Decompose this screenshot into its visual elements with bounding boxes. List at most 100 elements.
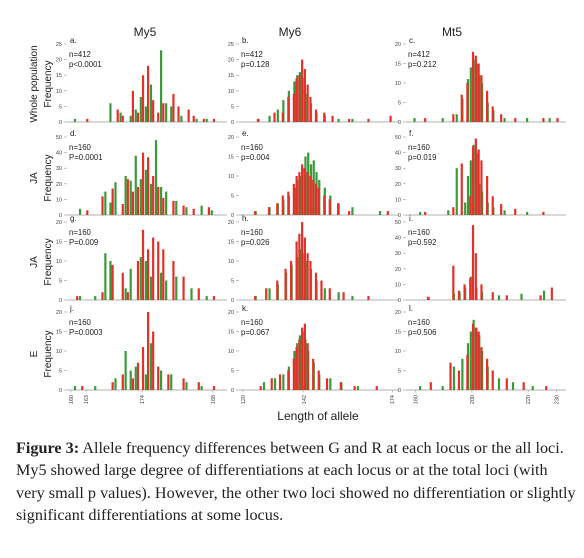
bar-r: [152, 237, 155, 300]
bar-r: [460, 94, 463, 122]
y-tick-label: 30: [395, 251, 401, 257]
bar-r: [212, 296, 216, 300]
bar-r: [348, 211, 351, 215]
bar-r: [111, 188, 114, 215]
bar-r: [152, 100, 155, 122]
y-tick-label: 15: [228, 73, 234, 79]
bar-r: [136, 112, 140, 122]
bar-r: [157, 112, 160, 122]
bar-g: [78, 208, 82, 215]
y-tick-label: 10: [56, 349, 62, 355]
bar-r: [522, 382, 525, 390]
panel-letter: l.: [409, 304, 413, 313]
y-tick-label: 0: [231, 388, 234, 394]
row-label-3a: JA: [29, 256, 40, 268]
bar-r: [306, 172, 309, 215]
panel-letter: h.: [242, 214, 249, 223]
bar-r: [491, 292, 494, 300]
x-tick-label: 230: [554, 395, 560, 404]
y-tick-label: 5: [231, 194, 234, 200]
panel-n: n=160: [69, 318, 92, 327]
bar-r: [136, 261, 140, 300]
bar-r: [514, 208, 517, 215]
bar-g: [351, 296, 354, 300]
bar-r: [303, 323, 306, 390]
bar-r: [452, 207, 455, 215]
bar-g: [129, 268, 132, 300]
bar-r: [197, 382, 200, 390]
bar-r: [141, 75, 145, 122]
bar-g: [149, 343, 153, 390]
panel-n: n=160: [69, 143, 92, 152]
bar-g: [165, 280, 168, 300]
row-label-1a: Whole population: [29, 45, 40, 122]
bar-g: [329, 378, 332, 390]
bar-r: [474, 138, 477, 215]
bar-r: [284, 268, 287, 300]
bar-r: [449, 362, 452, 390]
x-tick-label: 163: [84, 395, 90, 404]
row-label-4b: Frequency: [43, 330, 54, 377]
bar-g: [268, 115, 271, 122]
panel-p: p=0.026: [241, 238, 269, 247]
y-tick-label: 10: [56, 89, 62, 95]
bar-g: [73, 118, 77, 122]
y-tick-label: 0: [398, 298, 401, 304]
bar-r: [298, 339, 301, 390]
bar-r: [287, 191, 290, 215]
bar-r: [141, 152, 145, 215]
row-label-4a: E: [29, 350, 40, 357]
caption-text: Allele frequency differences between G a…: [16, 439, 576, 525]
bar-g: [447, 210, 450, 215]
bar-r: [328, 288, 331, 300]
bar-g: [180, 115, 183, 122]
bar-r: [172, 93, 175, 122]
bar-g: [119, 112, 122, 122]
y-tick-label: 15: [56, 330, 62, 336]
y-tick-label: 5: [231, 369, 234, 375]
y-tick-label: 30: [395, 166, 401, 172]
bar-r: [303, 68, 306, 122]
x-tick-label: 120: [241, 395, 247, 404]
bar-g: [526, 118, 529, 122]
bar-g: [114, 182, 117, 215]
bar-r: [317, 187, 320, 215]
bar-r: [287, 97, 290, 122]
bar-g: [497, 378, 501, 390]
bar-r: [289, 261, 293, 300]
bar-r: [500, 204, 503, 215]
bar-g: [114, 378, 117, 390]
bar-g: [129, 370, 132, 390]
y-tick-label: 20: [395, 267, 401, 273]
bar-r: [323, 195, 326, 215]
y-tick-label: 20: [228, 220, 234, 226]
panel-p: p=0.067: [241, 328, 269, 337]
panel-p: P=0.009: [69, 238, 98, 247]
bar-r: [486, 358, 489, 390]
bar-r: [424, 211, 427, 215]
bar-r: [452, 114, 455, 122]
bar-r: [486, 176, 489, 215]
panel-n: n=412: [69, 50, 91, 59]
y-tick-label: 50: [395, 135, 401, 141]
bar-g: [356, 386, 360, 390]
y-tick-label: 10: [56, 197, 62, 203]
x-tick-label: 220: [526, 395, 532, 404]
panel-letter: e.: [242, 129, 249, 138]
bar-r: [167, 374, 170, 390]
bar-r: [162, 103, 165, 122]
bar-r: [323, 112, 326, 122]
bar-r: [298, 233, 301, 300]
bar-r: [147, 157, 150, 215]
y-tick-label: 40: [395, 151, 401, 157]
bar-g: [134, 109, 137, 122]
bar-g: [165, 191, 168, 215]
bar-r: [267, 207, 271, 215]
bar-g: [160, 50, 163, 122]
y-tick-label: 20: [56, 220, 62, 226]
bar-g: [455, 168, 458, 215]
bar-r: [306, 343, 309, 390]
bar-r: [256, 118, 260, 122]
